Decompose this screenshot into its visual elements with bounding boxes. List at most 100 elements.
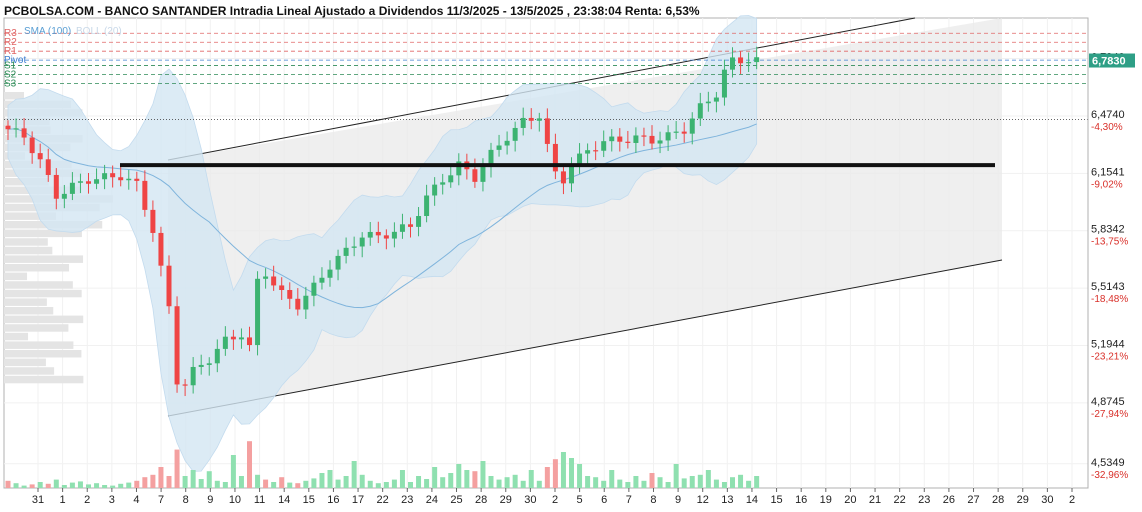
candle-body <box>230 336 236 340</box>
profile-bar <box>4 375 84 384</box>
candle-body <box>689 118 695 134</box>
volume-bar <box>440 477 446 488</box>
x-tick-label: 29 <box>500 494 512 506</box>
candle-body <box>705 101 711 104</box>
x-tick-label: 10 <box>229 494 241 506</box>
candle-body <box>351 246 357 248</box>
volume-bar <box>585 476 591 488</box>
volume-bar <box>295 483 301 488</box>
candle-body <box>681 131 687 134</box>
candle-body <box>552 143 558 172</box>
volume-bar <box>214 480 220 488</box>
volume-bar <box>673 464 679 488</box>
volume-bar <box>746 480 752 488</box>
profile-bar <box>4 238 48 246</box>
sma-line <box>7 123 757 309</box>
x-tick-label: 2 <box>1069 494 1075 506</box>
volume-bar <box>681 478 687 488</box>
volume-bar <box>391 479 397 488</box>
x-tick-label: 16 <box>795 494 807 506</box>
candle-body <box>271 276 277 286</box>
y-pct-label: -18,48% <box>1091 294 1128 305</box>
volume-bar <box>311 478 317 488</box>
volume-bar <box>448 473 454 488</box>
pivot-label: R3 <box>4 28 17 39</box>
volume-bar <box>593 477 599 488</box>
y-tick-label: 5,8342 <box>1091 224 1125 236</box>
profile-bar <box>4 307 54 315</box>
candle-body <box>166 265 172 307</box>
pivot-label: Pivot <box>4 55 26 66</box>
candle-body <box>279 285 285 291</box>
y-pct-label: -13,75% <box>1091 237 1128 248</box>
x-tick-label: 26 <box>943 494 955 506</box>
x-tick-label: 4 <box>133 494 139 506</box>
volume-bar <box>544 467 550 488</box>
volume-bar <box>383 482 389 488</box>
volume-bar <box>303 480 309 488</box>
volume-bar <box>118 483 124 488</box>
candle-body <box>512 127 518 141</box>
volume-bar <box>29 484 35 488</box>
candle-body <box>118 177 124 181</box>
candle-body <box>520 117 526 128</box>
candle-body <box>174 306 180 385</box>
candle-body <box>206 363 212 365</box>
candle-body <box>440 182 446 185</box>
x-tick-label: 9 <box>675 494 681 506</box>
candle-body <box>577 153 583 167</box>
volume-bar <box>343 476 349 488</box>
last-price-badge <box>1089 53 1135 68</box>
x-tick-label: 7 <box>158 494 164 506</box>
candle-body <box>247 337 252 346</box>
candle-body <box>625 141 631 143</box>
boll-band <box>7 15 758 472</box>
candle-body <box>738 57 744 64</box>
candle-body <box>641 135 647 137</box>
x-tick-label: 9 <box>207 494 213 506</box>
volume-bar <box>480 461 486 488</box>
volume-bar <box>577 464 583 488</box>
candle-body <box>110 173 116 178</box>
profile-bar <box>4 272 28 281</box>
candle-body <box>391 231 397 239</box>
x-tick-label: 2 <box>84 494 90 506</box>
candle-body <box>375 231 381 236</box>
volume-bar <box>319 473 325 488</box>
candle-body <box>45 159 51 175</box>
volume-bar <box>142 477 148 488</box>
y-tick-label: 6,1541 <box>1091 166 1125 178</box>
profile-bar <box>4 341 74 349</box>
x-tick-label: 28 <box>992 494 1004 506</box>
y-pct-label: -23,21% <box>1091 351 1128 362</box>
x-tick-label: 31 <box>32 494 44 506</box>
volume-bar <box>738 474 744 488</box>
volume-bar <box>456 464 462 488</box>
volume-bar <box>166 476 172 488</box>
x-tick-label: 28 <box>475 494 487 506</box>
candle-body <box>21 128 27 138</box>
volume-bar <box>601 480 607 488</box>
volume-bar <box>689 476 695 488</box>
candle-body <box>593 150 599 152</box>
x-axis: 31 1 2 3 4 7 8 9 10 11 14 15 16 17 22 23 24 25 28 29 30 2 5 6 7 8… <box>32 488 1075 506</box>
volume-bars <box>5 441 760 488</box>
candle-body <box>528 117 534 121</box>
volume-bar <box>158 467 164 488</box>
x-tick-label: 17 <box>352 494 364 506</box>
volume-bar <box>13 483 19 488</box>
candle-body <box>150 209 156 233</box>
x-tick-label: 25 <box>450 494 462 506</box>
x-tick-label: 14 <box>278 494 290 506</box>
volume-bar <box>657 477 663 488</box>
volume-bar <box>713 479 719 488</box>
candle-body <box>569 166 574 184</box>
y-pct-label: -4,30% <box>1091 122 1123 133</box>
y-pct-label: -9,02% <box>1091 179 1123 190</box>
x-tick-label: 23 <box>918 494 930 506</box>
x-tick-label: 1 <box>60 494 66 506</box>
profile-bar <box>4 229 82 238</box>
volume-bar <box>464 470 470 488</box>
